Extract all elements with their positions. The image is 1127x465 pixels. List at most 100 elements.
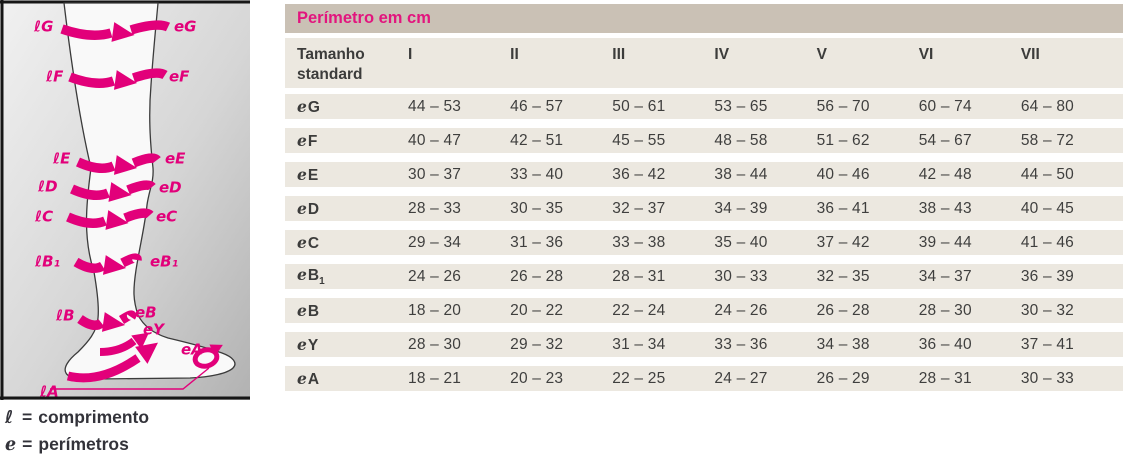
perimeter-symbol: e [5, 435, 17, 455]
size-range-cell: 35 – 40 [714, 233, 768, 251]
column-header-VII: VII [1020, 46, 1040, 63]
measure-band-B [77, 310, 137, 332]
measure-letter: D [307, 200, 320, 218]
table-row: eG 44 – 53 46 – 57 50 – 61 53 – 65 56 – 70 60 … [285, 94, 1123, 119]
table-row: eB1 24 – 26 26 – 28 28 – 31 30 – 33 32 – 35 34… [285, 264, 1123, 289]
foot-arrowheads [131, 332, 223, 364]
size-range-cell: 39 – 44 [918, 233, 972, 251]
size-range-cell: 56 – 70 [816, 97, 870, 115]
perimeter-label-Y: eY [143, 321, 166, 339]
length-label-B: ℓB [55, 307, 75, 325]
perimeter-label-A: eA [181, 341, 203, 359]
size-range-cell: 36 – 40 [918, 335, 972, 353]
instep-band-lower-arc [66, 354, 141, 383]
size-range-cell: 28 – 33 [408, 199, 462, 217]
size-range-cell: 37 – 42 [816, 233, 870, 251]
equals-sign: = [22, 407, 33, 427]
size-range-cell: 26 – 28 [816, 301, 870, 319]
band-part [70, 184, 110, 200]
size-range-cell: 34 – 39 [714, 199, 768, 217]
size-range-cell: 29 – 34 [408, 233, 462, 251]
size-range-cell: 40 – 47 [408, 131, 462, 149]
band-part [77, 315, 105, 330]
band-part [126, 180, 156, 195]
measure-letter: C [307, 234, 320, 252]
measure-subscript: 1 [319, 276, 325, 288]
size-range-cell: 24 – 27 [714, 369, 768, 387]
size-range-cell: 37 – 41 [1020, 335, 1074, 353]
perimeter-symbol: e [297, 232, 307, 252]
perimeter-symbol: e [297, 96, 307, 116]
size-range-cell: 36 – 42 [612, 165, 666, 183]
perimeter-label-C: eC [156, 208, 177, 226]
length-label-G: ℓG [33, 18, 53, 36]
instep-band-upper-arc [99, 337, 137, 356]
legend-label-perimeter: perímetros [38, 434, 129, 454]
size-range-cell: 51 – 62 [816, 131, 870, 149]
band-part [129, 20, 171, 35]
size-range-cell: 42 – 51 [510, 131, 564, 149]
band-part [123, 208, 154, 223]
size-range-cell: 44 – 53 [408, 97, 462, 115]
measure-point-label: eA [285, 369, 408, 389]
table-rows: eG 44 – 53 46 – 57 50 – 61 53 – 65 56 – 70 60 … [285, 94, 1123, 391]
size-range-cell: 58 – 72 [1020, 131, 1074, 149]
size-range-cell: 22 – 24 [612, 301, 666, 319]
measure-point-label: eE [285, 165, 408, 185]
measure-point-label: eB [285, 301, 408, 321]
measure-band-C [66, 208, 154, 230]
measure-point-label: eY [285, 335, 408, 355]
size-range-cell: 32 – 37 [612, 199, 666, 217]
size-range-cell: 30 – 37 [408, 165, 462, 183]
measure-letter: B [307, 302, 320, 320]
table-row: eF 40 – 47 42 – 51 45 – 55 48 – 58 51 – 62 54 … [285, 128, 1123, 153]
band-part [102, 255, 127, 275]
perimeter-label-E: eE [165, 150, 186, 168]
size-range-cell: 31 – 36 [510, 233, 564, 251]
size-range-cell: 33 – 40 [510, 165, 564, 183]
equals-sign: = [22, 434, 33, 454]
size-range-cell: 32 – 35 [816, 267, 870, 285]
size-range-cell: 30 – 32 [1020, 301, 1074, 319]
measure-letter: A [307, 370, 320, 388]
table-row: eE 30 – 37 33 – 40 36 – 42 38 – 44 40 – 46 42 … [285, 162, 1123, 187]
size-range-cell: 28 – 31 [918, 369, 972, 387]
column-header-III: III [612, 46, 626, 63]
size-range-cell: 45 – 55 [612, 131, 666, 149]
measure-letter: F [307, 132, 318, 150]
size-range-cell: 26 – 28 [510, 267, 564, 285]
measure-letter: G [307, 98, 320, 116]
perimeter-symbol: e [297, 198, 307, 218]
size-range-cell: 36 – 41 [816, 199, 870, 217]
legend: ℓ = comprimento e = perímetros [5, 404, 149, 458]
size-range-cell: 60 – 74 [918, 97, 972, 115]
measure-band-B1 [73, 253, 142, 275]
legend-line-perimeter: e = perímetros [5, 431, 149, 458]
length-label-B₁: ℓB₁ [34, 253, 60, 271]
size-range-cell: 34 – 37 [918, 267, 972, 285]
length-label-E: ℓE [52, 150, 71, 168]
perimeter-label-B₁: eB₁ [150, 253, 178, 271]
band-part [68, 72, 116, 88]
size-range-cell: 54 – 67 [918, 131, 972, 149]
size-range-cell: 29 – 32 [510, 335, 564, 353]
measure-band-E [76, 153, 161, 175]
band-part [131, 68, 168, 83]
size-table: Perímetro em cm Tamanho standard I II II… [285, 4, 1123, 391]
measure-point-label: eC [285, 233, 408, 253]
measure-point-label: eG [285, 97, 408, 117]
size-range-cell: 34 – 38 [816, 335, 870, 353]
size-range-cell: 33 – 36 [714, 335, 768, 353]
length-label-C: ℓC [34, 208, 53, 226]
size-range-cell: 40 – 46 [816, 165, 870, 183]
band-part [113, 155, 138, 175]
length-A-pointer-line [50, 367, 210, 390]
size-range-cell: 24 – 26 [714, 301, 768, 319]
size-range-cell: 28 – 30 [918, 301, 972, 319]
size-range-cell: 36 – 39 [1020, 267, 1074, 285]
toe-arrowhead [209, 344, 223, 357]
table-title: Perímetro em cm [285, 4, 1123, 33]
column-header-VI: VI [918, 46, 934, 63]
